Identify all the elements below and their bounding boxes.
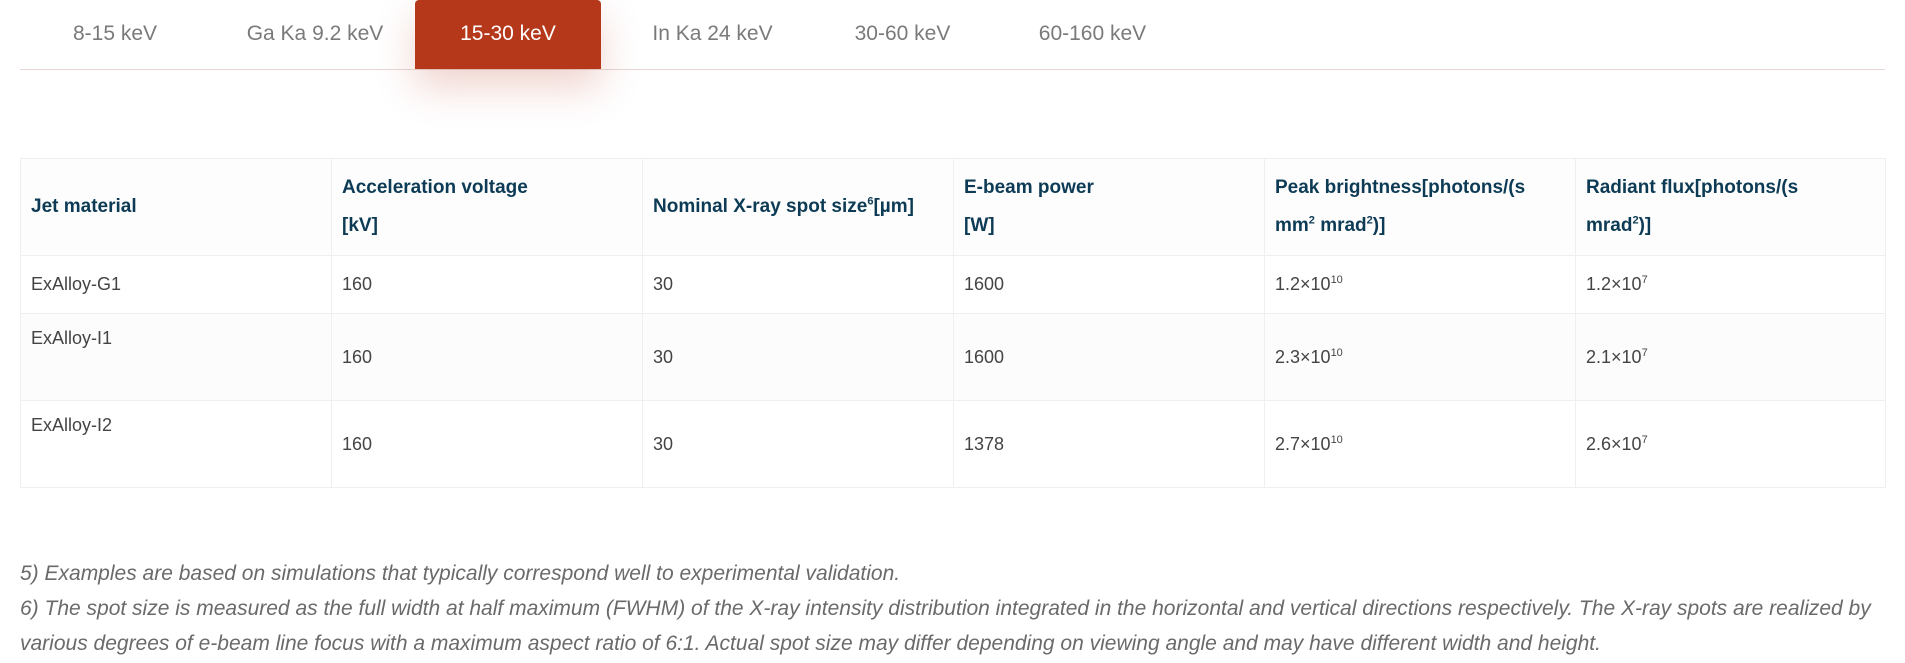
table-header-row: Jet material Acceleration voltage [kV] No… xyxy=(20,158,1886,256)
cell-jet-material: ExAlloy-I1 xyxy=(20,313,332,401)
cell-peak-brightness: 2.7×1010 xyxy=(1264,400,1576,488)
cell-acceleration-voltage: 160 xyxy=(331,255,643,314)
footnote-5: 5) Examples are based on simulations tha… xyxy=(20,562,901,585)
header-spot-size: Nominal X-ray spot size6[µm] xyxy=(642,158,954,256)
cell-spot-size: 30 xyxy=(642,313,954,401)
cell-acceleration-voltage: 160 xyxy=(331,400,643,488)
table-row: ExAlloy-I1 160 30 1600 2.3×1010 2.1×107 xyxy=(20,313,1886,401)
cell-acceleration-voltage: 160 xyxy=(331,313,643,401)
tab-30-60-kev[interactable]: 30-60 keV xyxy=(854,22,951,45)
header-jet-material: Jet material xyxy=(20,158,332,256)
cell-jet-material: ExAlloy-I2 xyxy=(20,400,332,488)
tab-in-ka-24-kev[interactable]: In Ka 24 keV xyxy=(652,22,773,45)
footnotes: 5) Examples are based on simulations tha… xyxy=(20,556,1890,661)
cell-radiant-flux: 1.2×107 xyxy=(1575,255,1886,314)
header-acceleration-voltage: Acceleration voltage [kV] xyxy=(331,158,643,256)
specifications-table: Jet material Acceleration voltage [kV] No… xyxy=(20,158,1886,488)
cell-spot-size: 30 xyxy=(642,400,954,488)
footnote-6: 6) The spot size is measured as the full… xyxy=(20,597,1871,655)
header-radiant-flux: Radiant flux[photons/(s mrad2)] xyxy=(1575,158,1886,256)
cell-spot-size: 30 xyxy=(642,255,954,314)
cell-ebeam-power: 1600 xyxy=(953,255,1265,314)
tab-60-160-kev[interactable]: 60-160 keV xyxy=(1038,22,1147,45)
energy-range-tabs: 8-15 keV Ga Ka 9.2 keV 15-30 keV In Ka 2… xyxy=(20,0,1885,70)
cell-radiant-flux: 2.6×107 xyxy=(1575,400,1886,488)
cell-ebeam-power: 1600 xyxy=(953,313,1265,401)
table-row: ExAlloy-I2 160 30 1378 2.7×1010 2.6×107 xyxy=(20,400,1886,488)
header-peak-brightness: Peak brightness[photons/(s mm2 mrad2)] xyxy=(1264,158,1576,256)
tab-8-15-kev[interactable]: 8-15 keV xyxy=(72,22,158,45)
cell-jet-material: ExAlloy-G1 xyxy=(20,255,332,314)
cell-peak-brightness: 1.2×1010 xyxy=(1264,255,1576,314)
cell-ebeam-power: 1378 xyxy=(953,400,1265,488)
table-row: ExAlloy-G1 160 30 1600 1.2×1010 1.2×107 xyxy=(20,255,1886,314)
tab-15-30-kev[interactable]: 15-30 keV xyxy=(415,0,601,69)
cell-radiant-flux: 2.1×107 xyxy=(1575,313,1886,401)
cell-peak-brightness: 2.3×1010 xyxy=(1264,313,1576,401)
tab-ga-ka-9-2-kev[interactable]: Ga Ka 9.2 keV xyxy=(246,22,384,45)
header-ebeam-power: E-beam power [W] xyxy=(953,158,1265,256)
